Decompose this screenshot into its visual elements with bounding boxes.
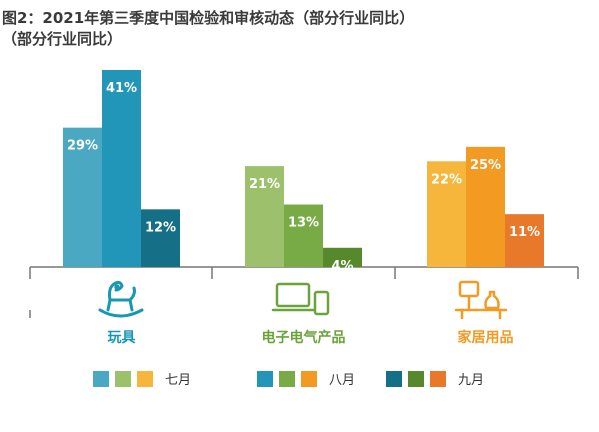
bar-家居用品-八月 bbox=[466, 146, 505, 267]
legend-swatch bbox=[386, 371, 402, 387]
legend-swatch bbox=[137, 371, 153, 387]
lamp-shade bbox=[458, 280, 480, 298]
chart-title: 图2：2021年第三季度中国检验和审核动态（部分行业同比） （部分行业同比） bbox=[2, 8, 592, 50]
bar-电子电气产品-九月 bbox=[323, 247, 362, 267]
rocking-horse-icon bbox=[98, 280, 144, 318]
legend: 七月 八月 九月 bbox=[93, 371, 484, 388]
legend-swatch bbox=[301, 371, 317, 387]
category-label: 电子电气产品 bbox=[262, 329, 346, 346]
category-icons bbox=[98, 280, 508, 320]
chart-title-line2: （部分行业同比） bbox=[2, 30, 123, 48]
phone bbox=[313, 290, 330, 316]
legend-swatch bbox=[257, 371, 273, 387]
bar-value-label: 41% bbox=[106, 81, 137, 96]
bar-value-label: 29% bbox=[67, 139, 98, 154]
vase bbox=[484, 290, 500, 310]
legend-label: 八月 bbox=[329, 373, 355, 388]
bar-value-label: 13% bbox=[288, 216, 319, 231]
bar-家居用品-七月 bbox=[427, 161, 466, 267]
bar-玩具-九月 bbox=[141, 209, 180, 267]
category-label: 玩具 bbox=[108, 330, 136, 346]
bar-家居用品-九月 bbox=[505, 214, 544, 267]
legend-swatch bbox=[115, 371, 131, 387]
legend-label: 七月 bbox=[165, 373, 191, 388]
tail bbox=[128, 286, 136, 302]
bar-玩具-七月 bbox=[63, 127, 102, 267]
bar-value-label: 4% bbox=[331, 259, 353, 274]
chart-title-line1: 图2：2021年第三季度中国检验和审核动态（部分行业同比） bbox=[2, 9, 415, 27]
bar-玩具-八月 bbox=[102, 70, 141, 267]
table-legs bbox=[460, 308, 502, 320]
bar-value-label: 22% bbox=[431, 172, 462, 187]
legend-swatch bbox=[430, 371, 446, 387]
bar-value-label: 21% bbox=[249, 177, 280, 192]
legend-swatch bbox=[279, 371, 295, 387]
head bbox=[108, 280, 124, 302]
bar-value-label: 12% bbox=[145, 220, 176, 235]
laptop-screen bbox=[275, 282, 311, 308]
legend-swatch bbox=[93, 371, 109, 387]
category-label: 家居用品 bbox=[458, 329, 514, 346]
bars-group: 29% 41% 12% 21% 13% 4% 22% 25% 11% bbox=[63, 70, 544, 274]
desk-lamp-vase-icon bbox=[454, 280, 508, 320]
bar-电子电气产品-八月 bbox=[284, 204, 323, 267]
category-labels: 玩具 电子电气产品 家居用品 bbox=[108, 329, 514, 346]
bar-value-label: 25% bbox=[470, 158, 501, 173]
legend-label: 九月 bbox=[458, 373, 484, 388]
rocker bbox=[98, 308, 144, 318]
legend-swatch bbox=[408, 371, 424, 387]
bar-value-label: 11% bbox=[509, 225, 540, 240]
bar-电子电气产品-七月 bbox=[245, 166, 284, 267]
laptop-phone-icon bbox=[271, 282, 330, 316]
legs bbox=[106, 298, 134, 312]
eye bbox=[114, 284, 120, 290]
